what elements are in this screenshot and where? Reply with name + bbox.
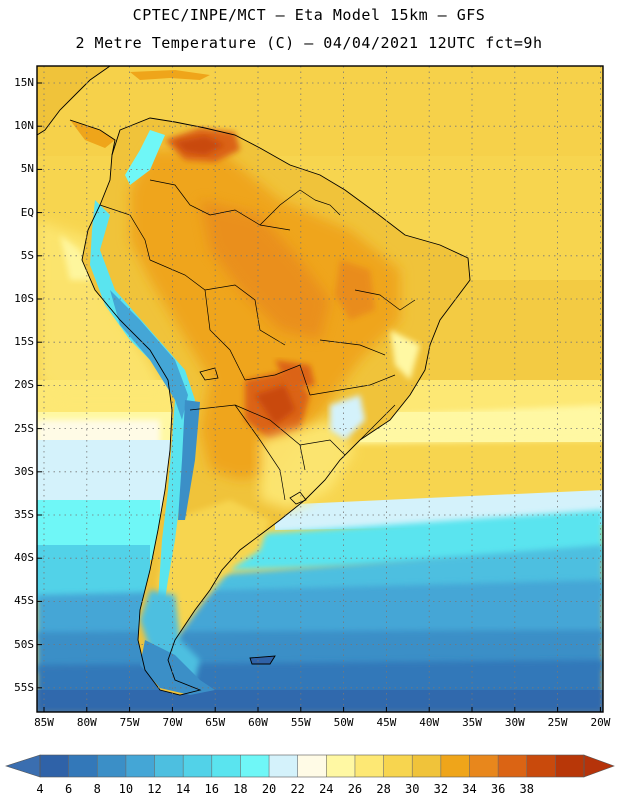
colorbar-swatch	[354, 755, 385, 777]
colorbar-label: 34	[462, 782, 477, 796]
latitude-label: EQ	[20, 205, 34, 219]
colorbar-label: 30	[404, 782, 420, 796]
longitude-label: 75W	[119, 716, 140, 729]
latitude-label: 20S	[14, 378, 34, 392]
colorbar-swatch	[211, 755, 241, 777]
colorbar-swatch	[555, 755, 585, 777]
colorbar-label: 4	[36, 782, 44, 796]
colorbar	[5, 754, 615, 778]
colorbar-label: 14	[175, 782, 191, 796]
colorbar-swatch	[154, 755, 184, 777]
longitude-label: 30W	[504, 716, 525, 729]
longitude-label: 50W	[333, 716, 354, 729]
colorbar-low-arrow	[5, 754, 41, 778]
colorbar-label: 12	[147, 782, 162, 796]
latitude-label: 15S	[14, 335, 34, 349]
colorbar-label: 18	[233, 782, 248, 796]
latitude-label: 10S	[14, 292, 34, 305]
longitude-label: 65W	[205, 716, 226, 729]
graticule	[37, 66, 603, 712]
map-frame	[36, 65, 604, 713]
colorbar-label: 24	[319, 782, 334, 796]
coastline	[37, 66, 471, 696]
colorbar-swatch	[383, 755, 413, 777]
latitude-label: 55S	[14, 680, 34, 694]
latitude-label: 40S	[14, 551, 34, 565]
longitude-label: 80W	[76, 716, 97, 729]
colorbar-label: 28	[376, 782, 391, 796]
tierra-del-fuego	[140, 640, 215, 695]
latitude-label: 5S	[20, 248, 34, 262]
central-america-land	[37, 66, 110, 135]
colorbar-swatch	[269, 755, 299, 777]
colorbar-swatch	[526, 755, 556, 777]
longitude-label: 25W	[547, 716, 568, 729]
longitude-label: 85W	[34, 716, 54, 729]
colorbar-swatch	[412, 755, 442, 777]
colorbar-swatch	[183, 755, 213, 777]
colorbar-label: 22	[290, 782, 305, 796]
title-line-2: 2 Metre Temperature (C) – 04/04/2021 12U…	[75, 34, 543, 52]
longitude-label: 55W	[290, 716, 311, 729]
longitude-label: 45W	[376, 716, 397, 729]
longitude-label: 40W	[419, 716, 440, 729]
colorbar-label: 10	[118, 782, 134, 796]
latitude-label: 15N	[14, 76, 34, 89]
longitude-label: 70W	[162, 716, 183, 729]
colorbar-label: 16	[204, 782, 220, 796]
colorbar-label: 8	[93, 782, 101, 796]
colorbar-swatch	[440, 755, 470, 777]
latitude-label: 5N	[20, 162, 34, 176]
colorbar-swatch	[240, 755, 270, 777]
longitude-label: 20W	[590, 716, 611, 729]
colorbar-swatch	[97, 755, 127, 777]
colorbar-swatch	[68, 755, 98, 777]
colorbar-swatch	[326, 755, 356, 777]
latitude-label: 45S	[14, 594, 34, 608]
colorbar-label: 32	[433, 782, 449, 796]
country-borders	[99, 179, 416, 501]
colorbar-label: 38	[519, 782, 534, 796]
colorbar-swatch	[125, 755, 156, 777]
colorbar-label: 6	[65, 782, 73, 796]
longitude-label: 60W	[248, 716, 268, 729]
colorbar-high-arrow	[583, 754, 615, 778]
colorbar-label: 36	[490, 782, 506, 796]
colorbar-label: 20	[261, 782, 277, 796]
colorbar-swatch	[40, 755, 70, 777]
latitude-label: 30S	[14, 464, 34, 478]
latitude-label: 35S	[14, 508, 34, 521]
colorbar-swatch	[498, 755, 528, 777]
latitude-label: 25S	[14, 421, 34, 435]
latitude-label: 50S	[14, 637, 34, 651]
title-line-1: CPTEC/INPE/MCT – Eta Model 15km – GFS	[132, 6, 486, 24]
colorbar-swatch	[297, 755, 327, 777]
colorbar-label: 26	[347, 782, 363, 796]
colorbar-swatch	[469, 755, 499, 777]
longitude-label: 35W	[462, 716, 482, 729]
latitude-label: 10N	[14, 119, 34, 133]
